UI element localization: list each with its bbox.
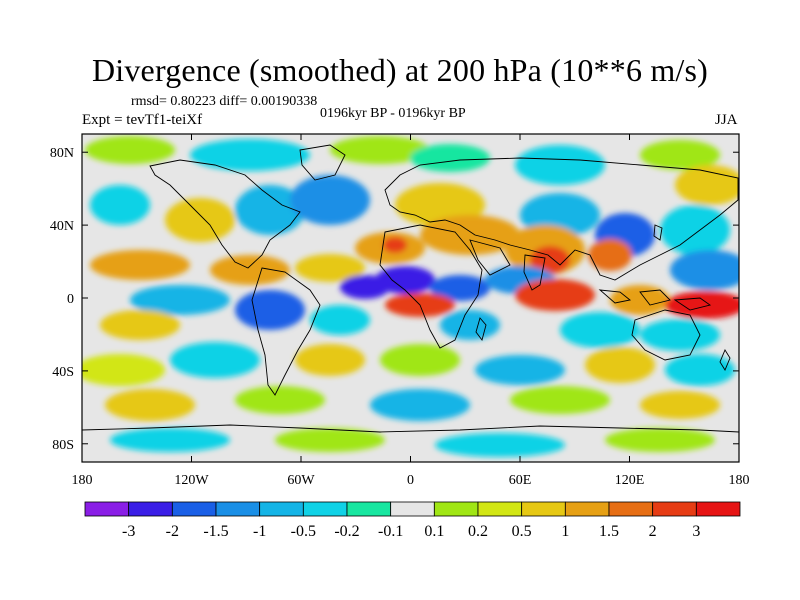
latitude-axis: 80N 40N 0 40S 80S	[50, 146, 739, 453]
colorbar-swatch	[302, 501, 348, 517]
colorbar-label: 2	[649, 523, 657, 540]
lon-tick-label: 60E	[509, 473, 532, 488]
colorbar-swatch	[215, 501, 261, 517]
colorbar: -3 -2 -1.5 -1 -0.5 -0.2 -0.1 0.1 0.2 0.5 1 1.5 2 3	[84, 501, 741, 540]
colorbar-swatch	[171, 501, 217, 517]
colorbar-swatch	[128, 501, 173, 517]
colorbar-swatch	[521, 501, 566, 517]
colorbar-label: -0.5	[291, 523, 316, 540]
lon-tick-label: 120E	[615, 473, 645, 488]
lat-tick-label: 80S	[52, 438, 74, 453]
colorbar-label: 3	[692, 523, 700, 540]
lat-tick-label: 40N	[50, 219, 74, 234]
coastlines	[82, 144, 739, 433]
plot-title: Divergence (smoothed) at 200 hPa (10**6 …	[91, 52, 709, 88]
colorbar-swatch	[433, 501, 479, 517]
colorbar-swatch	[390, 501, 435, 517]
colorbar-label: -1	[253, 523, 266, 540]
divergence-field	[82, 136, 739, 457]
lon-tick-label: 120W	[174, 473, 209, 488]
colorbar-label: 1	[561, 523, 569, 540]
colorbar-label: -1.5	[203, 523, 228, 540]
lon-tick-label: 180	[72, 473, 93, 488]
lon-tick-label: 0	[407, 473, 414, 488]
lon-tick-label: 60W	[287, 473, 315, 488]
colorbar-swatch	[652, 501, 697, 517]
colorbar-swatch	[84, 501, 130, 517]
lat-tick-label: 80N	[50, 146, 74, 161]
colorbar-label: -0.2	[334, 523, 359, 540]
season-label: JJA	[715, 112, 738, 128]
colorbar-label: 0.2	[468, 523, 488, 540]
colorbar-swatch	[564, 501, 610, 517]
colorbar-label: -2	[166, 523, 179, 540]
longitude-axis: 180 120W 60W 0 60E 120E 180	[72, 134, 750, 488]
experiment-label: Expt = tevTf1-teiXf	[82, 112, 203, 128]
period-label: 0196kyr BP - 0196kyr BP	[320, 106, 466, 121]
colorbar-swatch	[695, 501, 741, 517]
colorbar-label: -3	[122, 523, 135, 540]
lon-tick-label: 180	[729, 473, 750, 488]
colorbar-label: 0.5	[512, 523, 532, 540]
colorbar-swatch	[608, 501, 654, 517]
colorbar-swatch	[477, 501, 523, 517]
colorbar-swatch	[259, 501, 304, 517]
colorbar-swatch	[346, 501, 392, 517]
lat-tick-label: 40S	[52, 365, 74, 380]
lat-tick-label: 0	[67, 292, 74, 307]
colorbar-label: 0.1	[424, 523, 444, 540]
colorbar-label: -0.1	[378, 523, 403, 540]
colorbar-label: 1.5	[599, 523, 619, 540]
stats-line: rmsd= 0.80223 diff= 0.00190338	[131, 94, 318, 109]
